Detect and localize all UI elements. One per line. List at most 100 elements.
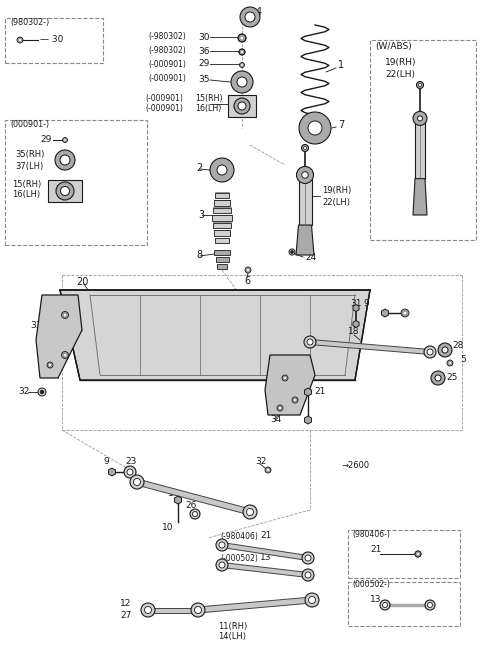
Text: 4: 4 bbox=[256, 7, 262, 17]
Circle shape bbox=[419, 83, 421, 87]
Circle shape bbox=[424, 346, 436, 358]
Text: (-980302): (-980302) bbox=[148, 47, 186, 55]
Text: 30: 30 bbox=[198, 33, 209, 41]
Circle shape bbox=[301, 145, 309, 151]
Circle shape bbox=[237, 77, 247, 87]
Bar bbox=[5, 120, 147, 245]
Text: 3: 3 bbox=[198, 210, 204, 220]
Text: 35: 35 bbox=[198, 75, 209, 83]
Text: 16(LH): 16(LH) bbox=[195, 105, 221, 113]
Circle shape bbox=[401, 309, 409, 317]
Polygon shape bbox=[36, 295, 82, 378]
Circle shape bbox=[60, 186, 70, 196]
Circle shape bbox=[56, 182, 74, 200]
Circle shape bbox=[289, 249, 295, 255]
Bar bbox=[228, 95, 256, 117]
Circle shape bbox=[17, 37, 23, 43]
Text: 26: 26 bbox=[185, 501, 196, 509]
Text: 28: 28 bbox=[452, 342, 463, 350]
Text: (-000901): (-000901) bbox=[145, 93, 183, 103]
Bar bbox=[216, 257, 228, 262]
Circle shape bbox=[294, 399, 296, 401]
Text: 19(RH): 19(RH) bbox=[385, 57, 417, 67]
Bar bbox=[213, 222, 231, 228]
Circle shape bbox=[216, 539, 228, 551]
Text: 15(RH): 15(RH) bbox=[195, 93, 223, 103]
Circle shape bbox=[427, 349, 433, 355]
Text: 15(RH): 15(RH) bbox=[12, 180, 41, 188]
Text: 2: 2 bbox=[196, 163, 202, 173]
Circle shape bbox=[144, 607, 152, 613]
Bar bbox=[348, 582, 460, 626]
Bar bbox=[348, 530, 460, 578]
Circle shape bbox=[55, 150, 75, 170]
Circle shape bbox=[267, 469, 269, 471]
Text: 22(LH): 22(LH) bbox=[385, 71, 415, 79]
Circle shape bbox=[64, 314, 66, 316]
Circle shape bbox=[64, 354, 66, 356]
Bar bbox=[217, 264, 227, 269]
Text: 7: 7 bbox=[338, 120, 344, 130]
Text: 21: 21 bbox=[314, 388, 325, 396]
Text: 9: 9 bbox=[363, 300, 369, 308]
Circle shape bbox=[299, 112, 331, 144]
Circle shape bbox=[219, 562, 225, 568]
Text: 17: 17 bbox=[168, 488, 180, 498]
Circle shape bbox=[133, 478, 141, 486]
Polygon shape bbox=[222, 563, 308, 577]
Text: 37(LH): 37(LH) bbox=[15, 161, 43, 170]
Polygon shape bbox=[198, 597, 312, 613]
Text: (-000502): (-000502) bbox=[220, 553, 258, 563]
Circle shape bbox=[435, 375, 441, 381]
Bar bbox=[214, 250, 230, 255]
Text: 21: 21 bbox=[370, 545, 382, 555]
Text: 11(RH): 11(RH) bbox=[218, 621, 247, 631]
Circle shape bbox=[61, 352, 69, 358]
Circle shape bbox=[413, 111, 427, 125]
Polygon shape bbox=[148, 607, 198, 613]
Circle shape bbox=[431, 371, 445, 385]
Circle shape bbox=[194, 607, 202, 613]
Text: 22(LH): 22(LH) bbox=[322, 198, 350, 206]
Circle shape bbox=[418, 116, 422, 121]
Bar bbox=[215, 238, 229, 243]
Circle shape bbox=[447, 360, 453, 366]
Circle shape bbox=[210, 158, 234, 182]
Text: (-980406): (-980406) bbox=[220, 531, 258, 541]
Text: 35(RH): 35(RH) bbox=[15, 151, 44, 159]
Text: (-000901): (-000901) bbox=[148, 59, 186, 69]
Circle shape bbox=[141, 603, 155, 617]
Circle shape bbox=[302, 569, 314, 581]
Text: 27: 27 bbox=[120, 611, 132, 619]
Circle shape bbox=[238, 102, 246, 110]
Text: 12: 12 bbox=[120, 599, 132, 609]
Text: (980406-): (980406-) bbox=[352, 529, 390, 539]
Text: (000901-): (000901-) bbox=[10, 119, 49, 129]
Text: 33: 33 bbox=[30, 320, 41, 330]
Circle shape bbox=[305, 555, 311, 561]
Circle shape bbox=[47, 362, 53, 368]
Circle shape bbox=[277, 405, 283, 411]
Circle shape bbox=[217, 165, 227, 175]
Circle shape bbox=[64, 139, 66, 141]
Circle shape bbox=[291, 250, 293, 253]
Text: (980302-): (980302-) bbox=[10, 17, 49, 27]
Text: 8: 8 bbox=[196, 250, 202, 260]
Bar bbox=[299, 178, 312, 225]
Circle shape bbox=[243, 505, 257, 519]
Polygon shape bbox=[310, 340, 430, 354]
Circle shape bbox=[40, 390, 44, 394]
Bar bbox=[213, 208, 231, 213]
Polygon shape bbox=[265, 355, 315, 415]
Text: (-980302): (-980302) bbox=[148, 33, 186, 41]
Text: 1: 1 bbox=[338, 60, 344, 70]
Circle shape bbox=[425, 600, 435, 610]
Text: 10: 10 bbox=[162, 523, 173, 533]
Circle shape bbox=[417, 553, 419, 555]
Circle shape bbox=[190, 509, 200, 519]
Circle shape bbox=[241, 51, 243, 53]
Circle shape bbox=[292, 397, 298, 403]
Circle shape bbox=[309, 597, 315, 603]
Bar bbox=[5, 18, 103, 63]
Text: 16(LH): 16(LH) bbox=[12, 190, 40, 200]
